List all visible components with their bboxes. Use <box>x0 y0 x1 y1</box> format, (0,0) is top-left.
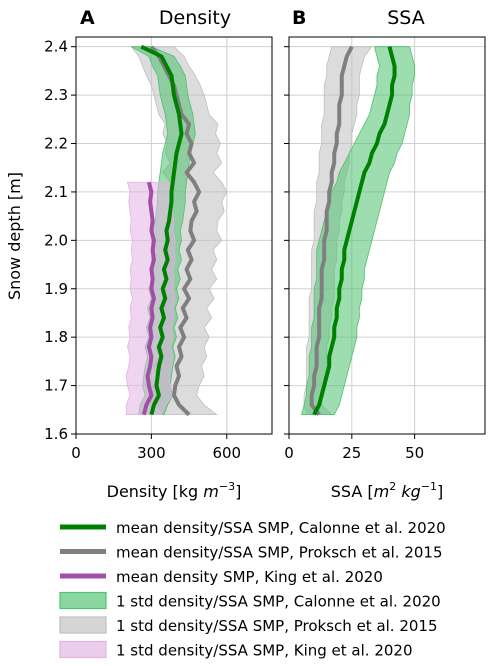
legend-label: mean density SMP, King et al. 2020 <box>116 568 383 586</box>
legend-label: mean density/SSA SMP, Proksch et al. 201… <box>116 544 443 562</box>
y-tick-label: 2.0 <box>44 231 68 249</box>
panel-a-frame <box>75 36 273 435</box>
panel-b-mean-lines <box>309 45 397 416</box>
y-tick-label: 2.2 <box>44 135 68 153</box>
y-tick-label: 2.4 <box>44 38 68 56</box>
legend-swatch-band <box>59 591 107 610</box>
x-tick-label: 300 <box>137 444 166 462</box>
panel-a-title: Density <box>159 7 231 29</box>
std-band <box>301 46 416 416</box>
panel-a-ticks: 0 300 600 1.6 1.7 1.8 1.9 2.0 2.1 2.2 2.3 2.4 <box>44 38 241 462</box>
mean-line <box>149 45 202 417</box>
legend-swatch-band <box>59 616 107 634</box>
mean-line <box>309 45 354 416</box>
y-tick-label: 1.9 <box>44 280 68 298</box>
legend: mean density/SSA SMP, Calonne et al. 202… <box>59 519 446 660</box>
x-tick-label: 0 <box>284 444 294 462</box>
y-tick-label: 1.6 <box>44 425 68 443</box>
y-axis-label: Snow depth [m] <box>5 172 24 300</box>
panel-a-mean-lines <box>140 44 202 417</box>
panel-b-xlabel: SSA [m2 kg−1] <box>331 480 443 501</box>
panel-b-letter: B <box>292 7 306 29</box>
mean-line <box>312 46 397 416</box>
y-tick-label: 2.1 <box>44 183 68 201</box>
y-tick-label: 1.7 <box>44 377 68 395</box>
panel-density: A Density 0 300 600 1.6 1.7 1.8 1.9 2.0 2.1 2.2 2.… <box>5 7 273 501</box>
mean-line <box>141 181 156 416</box>
panel-b-title: SSA <box>387 7 424 29</box>
panel-ssa: B SSA 0 25 50 SSA [m2 kg−1] <box>284 7 486 501</box>
x-tick-label: 50 <box>405 444 424 462</box>
legend-label: 1 std density/SSA SMP, Calonne et al. 20… <box>116 593 441 611</box>
x-tick-label: 600 <box>212 444 241 462</box>
legend-label: 1 std density/SSA SMP, Proksch et al. 20… <box>116 617 438 635</box>
y-tick-label: 2.3 <box>44 86 68 104</box>
panel-b-ticks: 0 25 50 <box>284 46 424 462</box>
x-tick-label: 0 <box>71 444 81 462</box>
legend-label: 1 std density/SSA SMP, King et al. 2020 <box>116 642 413 660</box>
panel-b-frame <box>288 36 486 435</box>
mean-line <box>140 44 184 416</box>
legend-swatch-band <box>59 640 107 659</box>
x-tick-label: 25 <box>342 444 361 462</box>
legend-label: mean density/SSA SMP, Calonne et al. 202… <box>116 519 446 537</box>
y-tick-label: 1.8 <box>44 328 68 346</box>
panel-a-xlabel: Density [kg m−3] <box>107 480 242 501</box>
panel-a-letter: A <box>80 7 95 29</box>
